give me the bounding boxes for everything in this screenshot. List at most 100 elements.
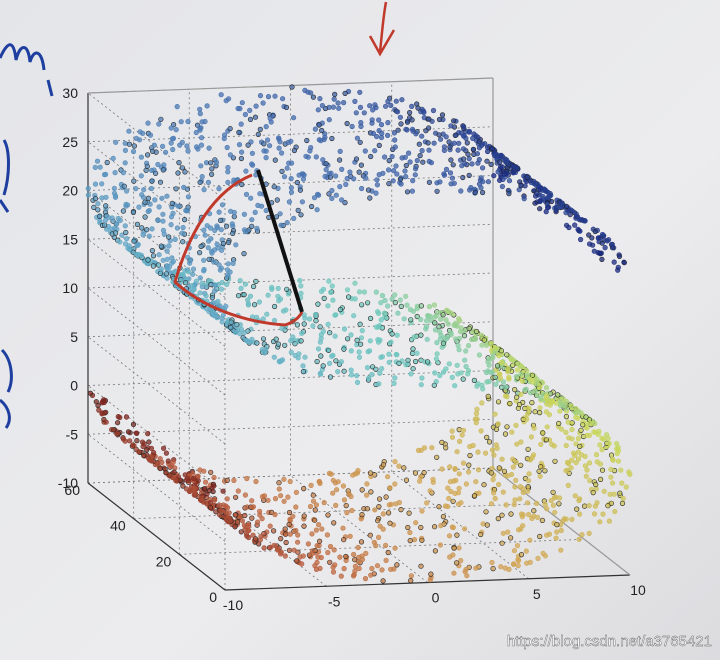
- point: [176, 160, 182, 166]
- point: [96, 407, 102, 413]
- point: [114, 221, 120, 227]
- point: [542, 501, 548, 507]
- point: [398, 121, 404, 127]
- point: [142, 214, 148, 220]
- point: [499, 359, 505, 366]
- point: [403, 174, 409, 180]
- point: [420, 159, 426, 165]
- point: [189, 283, 195, 289]
- point: [326, 191, 332, 197]
- point: [533, 500, 540, 507]
- point: [393, 163, 399, 169]
- point: [534, 376, 540, 382]
- point: [341, 497, 348, 503]
- point: [343, 503, 349, 509]
- point: [198, 243, 204, 249]
- point: [194, 144, 200, 150]
- point: [411, 536, 418, 543]
- point: [505, 369, 511, 375]
- point: [312, 517, 318, 523]
- point: [472, 493, 478, 499]
- point: [352, 296, 358, 302]
- point: [102, 171, 109, 177]
- point: [337, 184, 343, 190]
- point: [536, 468, 542, 474]
- grid-line: [87, 190, 226, 298]
- point: [352, 280, 358, 286]
- point: [427, 577, 433, 583]
- point: [280, 96, 286, 102]
- point: [429, 445, 435, 451]
- point: [298, 338, 304, 344]
- point: [161, 445, 167, 451]
- point: [473, 479, 479, 485]
- point: [114, 420, 121, 426]
- point: [204, 103, 210, 109]
- point: [190, 266, 197, 272]
- point: [374, 182, 381, 188]
- point: [351, 313, 357, 319]
- point: [411, 334, 417, 340]
- point: [513, 477, 519, 484]
- point: [312, 507, 318, 513]
- point: [276, 145, 282, 151]
- point: [213, 509, 219, 515]
- point: [310, 94, 317, 100]
- point: [563, 468, 569, 474]
- point: [112, 194, 119, 200]
- point: [373, 190, 379, 196]
- point: [272, 93, 278, 99]
- point: [144, 447, 150, 453]
- point: [299, 171, 305, 177]
- point: [157, 456, 163, 462]
- point: [298, 283, 304, 289]
- point: [286, 199, 293, 205]
- point: [201, 468, 207, 474]
- point: [408, 573, 415, 579]
- point: [568, 403, 574, 409]
- point: [130, 148, 137, 155]
- point: [252, 302, 258, 308]
- point: [453, 336, 459, 342]
- point: [184, 475, 191, 481]
- point: [506, 566, 512, 573]
- point: [348, 367, 354, 373]
- point: [403, 293, 409, 299]
- point: [138, 173, 144, 179]
- point: [563, 414, 570, 420]
- point: [341, 537, 347, 543]
- point: [553, 494, 559, 500]
- point: [166, 234, 172, 240]
- point: [319, 127, 325, 134]
- point: [111, 185, 117, 191]
- point: [149, 226, 155, 232]
- point: [612, 508, 618, 515]
- point: [537, 405, 543, 411]
- point: [531, 181, 538, 187]
- point: [524, 560, 530, 566]
- point: [377, 370, 383, 376]
- point: [287, 531, 293, 537]
- point: [495, 169, 501, 175]
- point: [138, 252, 144, 258]
- point: [159, 195, 165, 201]
- point: [276, 480, 282, 486]
- point: [136, 449, 142, 455]
- point: [601, 488, 607, 494]
- point: [272, 511, 278, 518]
- point: [409, 117, 415, 123]
- watermark: https://blog.csdn.net/a3765421: [507, 633, 712, 650]
- point: [441, 144, 448, 150]
- point: [457, 438, 463, 445]
- point: [433, 356, 440, 362]
- point: [385, 119, 391, 126]
- point: [367, 338, 373, 344]
- point: [593, 481, 599, 488]
- point: [354, 379, 361, 386]
- point: [356, 565, 362, 572]
- point: [277, 296, 284, 302]
- point: [332, 562, 338, 568]
- point: [504, 394, 510, 400]
- point: [437, 179, 443, 185]
- point: [526, 405, 532, 412]
